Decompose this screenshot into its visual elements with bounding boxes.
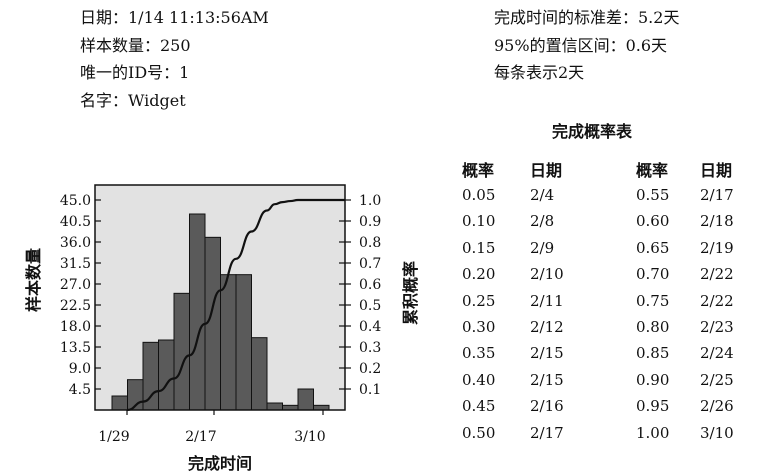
- bar-width-label: 每条表示2天: [494, 63, 585, 82]
- probability-cell: 0.75: [636, 291, 670, 310]
- left-y-tick-label: 4.5: [69, 382, 91, 398]
- date-header: 日期: [700, 161, 733, 180]
- probability-header: 概率: [462, 161, 495, 180]
- probability-cell: 0.95: [636, 397, 670, 416]
- cumulative-probability-curve: [127, 198, 345, 412]
- date-cell: 2/17: [700, 186, 734, 204]
- histogram-bar: [297, 388, 314, 411]
- probability-cell: 0.80: [636, 318, 670, 336]
- probability-cell: 0.85: [636, 344, 670, 363]
- right-y-tick-label: 0.6: [359, 277, 381, 293]
- histogram-bar: [235, 274, 252, 411]
- probability-cell: 0.40: [462, 370, 496, 389]
- probability-cell: 0.25: [462, 291, 496, 310]
- probability-cell: 0.70: [636, 265, 670, 284]
- right-y-axis: 1.0 0.9 0.8 0.7 0.6 0.5 0.4 0.3 0.2 0.1: [339, 193, 381, 398]
- left-y-tick-label: 45.0: [60, 193, 91, 209]
- date-cell: 2/23: [700, 318, 734, 336]
- left-y-tick-label: 27.0: [60, 277, 91, 293]
- histogram-bar: [251, 337, 268, 411]
- probability-cell: 0.45: [462, 397, 496, 416]
- x-tick-label: 1/29: [98, 429, 129, 445]
- right-y-tick-label: 1.0: [359, 193, 381, 209]
- probability-cell: 1.00: [636, 423, 670, 442]
- date-cell: 2/22: [700, 291, 734, 310]
- x-axis-title: 完成时间: [188, 454, 252, 473]
- left-y-tick-label: 18.0: [60, 319, 91, 335]
- date-cell: 2/18: [700, 212, 734, 231]
- probability-header: 概率: [636, 161, 669, 180]
- date-cell: 2/22: [700, 265, 734, 284]
- probability-cell: 0.10: [462, 212, 496, 231]
- probability-cell: 0.65: [636, 238, 670, 257]
- left-y-axis: 45.0 40.5 36.0 31.5 27.0 22.5 18.0 13.5 9.0 4.5: [60, 193, 101, 398]
- date-cell: 2/4: [530, 186, 555, 204]
- unique-id-label: 唯一的ID号：1: [80, 63, 190, 82]
- histogram-bar: [142, 341, 159, 411]
- date-cell: 2/25: [700, 370, 734, 389]
- left-y-tick-label: 31.5: [60, 256, 91, 272]
- date-cell: 3/10: [700, 423, 734, 442]
- sample-count-label: 样本数量：250: [80, 36, 191, 55]
- date-cell: 2/16: [530, 397, 564, 416]
- histogram-bar: [266, 402, 283, 411]
- histogram-bar: [189, 213, 206, 411]
- date-time-label: 日期：1/14 11:13:56AM: [80, 8, 269, 27]
- left-y-tick-label: 36.0: [60, 235, 91, 251]
- name-label: 名字：Widget: [80, 91, 186, 110]
- date-header: 日期: [530, 161, 563, 180]
- date-cell: 2/19: [700, 238, 734, 257]
- probability-cell: 0.50: [462, 423, 496, 442]
- date-cell: 2/24: [700, 344, 734, 363]
- left-y-tick-label: 40.5: [60, 214, 91, 230]
- probability-table-title: 完成概率表: [552, 122, 633, 141]
- histogram-bar: [173, 292, 190, 411]
- right-y-tick-label: 0.5: [359, 298, 381, 314]
- right-y-tick-label: 0.8: [359, 235, 381, 251]
- right-y-tick-label: 0.2: [359, 361, 381, 377]
- std-dev-label: 完成时间的标准差：5.2天: [494, 8, 680, 27]
- right-y-tick-label: 0.3: [359, 340, 381, 356]
- probability-cell: 0.30: [462, 318, 496, 336]
- left-y-axis-title: 样本数量: [24, 248, 43, 312]
- left-y-tick-label: 9.0: [69, 361, 91, 377]
- probability-cell: 0.60: [636, 212, 670, 231]
- right-y-tick-label: 0.9: [359, 214, 381, 230]
- date-cell: 2/10: [530, 265, 564, 284]
- histogram-bar: [220, 274, 237, 411]
- histogram-bar: [111, 395, 128, 411]
- probability-cell: 0.15: [462, 238, 496, 257]
- left-y-tick-label: 22.5: [60, 298, 91, 314]
- date-cell: 2/9: [530, 238, 555, 257]
- date-cell: 2/8: [530, 212, 555, 231]
- probability-cell: 0.90: [636, 370, 670, 389]
- left-y-tick-label: 13.5: [60, 340, 91, 356]
- plot-frame: [94, 184, 346, 411]
- x-axis: 1/29 2/17 3/10: [98, 410, 326, 445]
- probability-cell: 0.35: [462, 344, 496, 363]
- x-tick-label: 2/17: [185, 429, 216, 445]
- date-cell: 2/15: [530, 370, 564, 389]
- date-cell: 2/12: [530, 318, 564, 336]
- probability-cell: 0.55: [636, 186, 670, 204]
- date-cell: 2/26: [700, 397, 734, 416]
- probability-cell: 0.05: [462, 186, 496, 204]
- right-y-axis-title: 累积概率: [401, 261, 420, 325]
- date-cell: 2/17: [530, 423, 564, 442]
- histogram-bar: [158, 339, 175, 411]
- confidence-interval-label: 95%的置信区间：0.6天: [494, 36, 668, 55]
- right-y-tick-label: 0.1: [359, 382, 381, 398]
- right-y-tick-label: 0.4: [359, 319, 381, 335]
- date-cell: 2/15: [530, 344, 564, 363]
- date-cell: 2/11: [530, 291, 564, 310]
- right-y-tick-label: 0.7: [359, 256, 381, 272]
- x-tick-label: 3/10: [294, 429, 325, 445]
- probability-cell: 0.20: [462, 265, 496, 284]
